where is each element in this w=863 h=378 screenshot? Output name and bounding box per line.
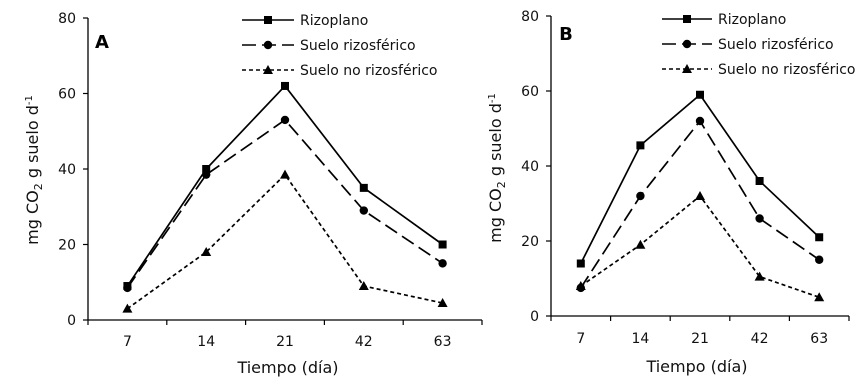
data-point: [437, 298, 448, 308]
data-point: [122, 303, 133, 313]
x-axis-title: Tiempo (día): [645, 357, 747, 376]
legend-marker: [263, 65, 273, 74]
data-point: [814, 292, 825, 302]
x-tick-label: 63: [810, 331, 828, 347]
y-tick-label: 20: [58, 238, 76, 254]
legend-marker: [683, 15, 691, 23]
panel-label: A: [95, 32, 109, 53]
data-point: [123, 283, 132, 293]
x-tick-label: 14: [631, 331, 649, 347]
data-point: [202, 165, 211, 173]
y-axis-title-part: -1: [487, 93, 498, 103]
legend-label: Rizoplano: [718, 12, 786, 28]
legend-marker: [264, 16, 272, 24]
x-tick-label: 21: [691, 331, 709, 347]
data-point: [438, 240, 447, 249]
y-tick-label: 40: [521, 159, 539, 175]
legend-label: Rizoplano: [300, 13, 368, 29]
series-3: [122, 169, 448, 313]
y-tick-label: 60: [58, 87, 76, 103]
legend-label: Suelo no rizosférico: [300, 63, 437, 79]
data-point: [635, 239, 646, 249]
y-axis-title-part: -1: [24, 95, 35, 105]
y-tick-label: 0: [67, 313, 76, 329]
y-axis-title-part: 2: [495, 181, 508, 188]
y-tick-label: 40: [58, 162, 76, 178]
data-point: [576, 259, 585, 268]
series-1: [576, 90, 824, 268]
data-point: [359, 183, 368, 192]
legend-label: Suelo rizosférico: [718, 37, 834, 53]
series-line: [126, 118, 444, 289]
data-point: [695, 191, 705, 200]
y-axis-title: mg CO2 g suelo d-1: [23, 95, 45, 245]
legend-marker: [682, 39, 692, 49]
data-point: [280, 115, 290, 125]
x-tick-label: 21: [276, 334, 294, 350]
x-axis-title: Tiempo (día): [236, 358, 338, 377]
data-point: [755, 177, 764, 185]
data-point: [815, 233, 824, 242]
y-axis-title-part: g suelo d: [486, 103, 505, 181]
y-axis-title: mg CO2 g suelo d-1: [486, 93, 508, 243]
y-tick-label: 80: [58, 11, 76, 27]
data-point: [438, 259, 447, 268]
legend-marker: [263, 40, 273, 50]
data-point: [754, 271, 765, 281]
y-tick-label: 60: [521, 84, 539, 100]
y-axis-title-part: mg CO: [23, 190, 42, 245]
panel-a-chart: 0 20 40 60 80 7 14 21 42 63 Rizoplano Suelo rizosfé…: [23, 11, 483, 377]
y-axis-title-part: mg CO: [486, 188, 505, 243]
panel-label: B: [559, 24, 573, 45]
legend: Rizoplano Suelo rizosférico Suelo no rizos…: [242, 13, 437, 79]
series-1: [123, 81, 447, 291]
x-tick-label: 14: [197, 334, 215, 350]
data-point: [201, 247, 212, 257]
series-2: [576, 116, 824, 293]
panel-b-chart: 0 20 40 60 80 7 14 21 42 63 Rizoplano Suelo rizosfé…: [486, 9, 855, 376]
data-point: [358, 281, 369, 291]
data-point: [695, 116, 705, 126]
legend-marker: [682, 64, 692, 73]
legend-label: Suelo rizosférico: [300, 38, 416, 54]
series-2: [123, 115, 447, 293]
data-point: [636, 141, 645, 150]
data-point: [575, 281, 586, 290]
series-3: [575, 191, 825, 302]
series-line: [126, 173, 443, 310]
data-point: [202, 170, 211, 179]
series-line: [580, 194, 820, 299]
data-point: [815, 255, 824, 264]
x-tick-label: 42: [751, 331, 769, 347]
legend-label: Suelo no rizosférico: [718, 62, 855, 78]
data-point: [755, 214, 764, 223]
data-point: [696, 90, 704, 99]
data-point: [359, 206, 368, 215]
x-tick-label: 7: [576, 331, 585, 347]
data-point: [636, 191, 645, 201]
y-tick-label: 80: [521, 9, 539, 25]
y-axis-title-part: 2: [32, 183, 45, 190]
x-tick-label: 42: [355, 334, 373, 350]
y-axis-title-part: g suelo d: [23, 105, 42, 183]
data-point: [280, 169, 290, 179]
x-tick-label: 63: [434, 334, 452, 350]
y-tick-label: 0: [530, 309, 539, 325]
data-point: [281, 81, 289, 90]
x-tick-label: 7: [123, 334, 132, 350]
legend: Rizoplano Suelo rizosférico Suelo no rizos…: [662, 12, 855, 78]
y-tick-label: 20: [521, 234, 539, 250]
